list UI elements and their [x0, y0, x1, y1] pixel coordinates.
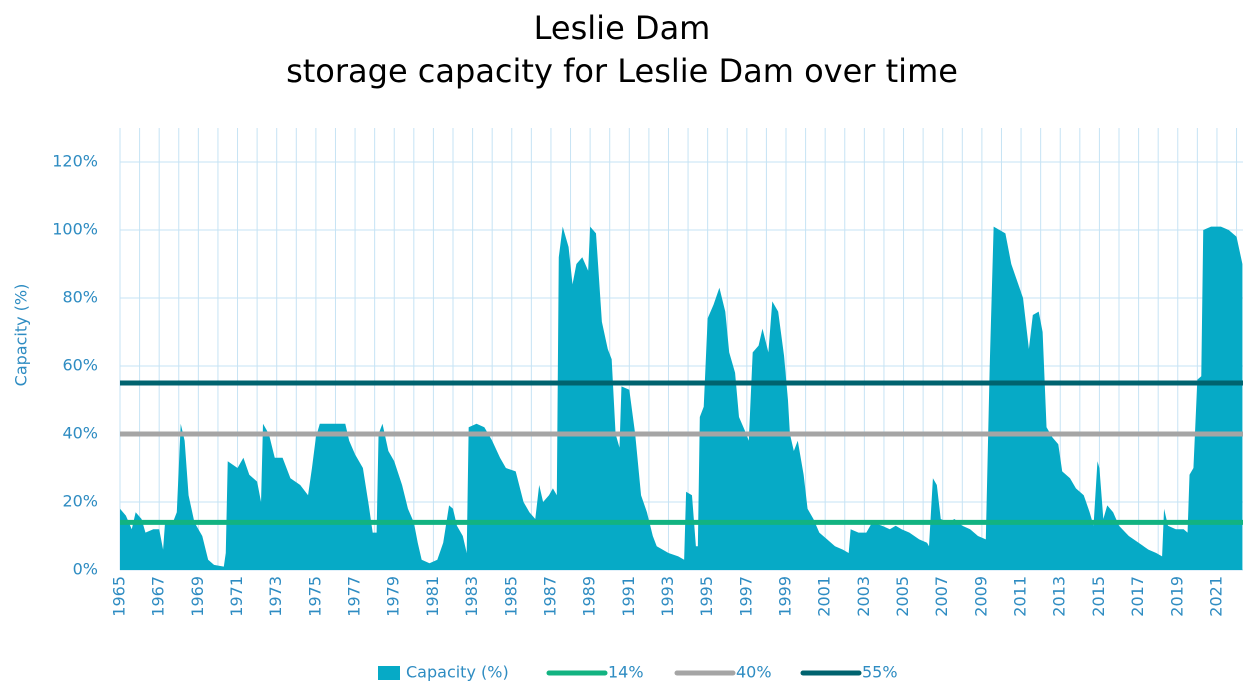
x-tick-label: 1991	[619, 576, 638, 617]
y-tick-label: 80%	[62, 288, 98, 307]
y-tick-label: 40%	[62, 424, 98, 443]
legend-swatch	[378, 666, 400, 680]
legend-label: Capacity (%)	[406, 663, 509, 682]
y-tick-label: 60%	[62, 356, 98, 375]
legend-label: 55%	[862, 663, 898, 682]
x-tick-label: 1987	[540, 576, 559, 617]
area	[120, 226, 1243, 570]
x-tick-label: 2001	[815, 576, 834, 617]
x-tick-label: 1973	[266, 576, 285, 617]
x-tick-label: 1997	[736, 576, 755, 617]
x-tick-label: 1985	[501, 576, 520, 617]
x-tick-label: 2013	[1050, 576, 1069, 617]
x-tick-label: 2017	[1128, 576, 1147, 617]
x-tick-label: 1999	[776, 576, 795, 617]
x-tick-label: 1975	[305, 576, 324, 617]
x-tick-label: 1977	[345, 576, 364, 617]
y-tick-label: 20%	[62, 492, 98, 511]
x-tick-label: 1979	[384, 576, 403, 617]
x-tick-label: 2015	[1089, 576, 1108, 617]
x-tick-label: 1983	[462, 576, 481, 617]
chart-subtitle: storage capacity for Leslie Dam over tim…	[286, 52, 958, 90]
y-tick-label: 0%	[73, 560, 98, 579]
y-tick-label: 120%	[52, 152, 98, 171]
x-tick-label: 1967	[149, 576, 168, 617]
y-tick-label: 100%	[52, 220, 98, 239]
x-tick-label: 2009	[971, 576, 990, 617]
x-tick-label: 1995	[697, 576, 716, 617]
legend-label: 14%	[608, 663, 644, 682]
x-tick-label: 1981	[423, 576, 442, 617]
x-tick-label: 1993	[658, 576, 677, 617]
x-tick-label: 2011	[1011, 576, 1030, 617]
x-tick-label: 2019	[1167, 576, 1186, 617]
x-tick-label: 1971	[227, 576, 246, 617]
legend-label: 40%	[736, 663, 772, 682]
x-tick-label: 2005	[893, 576, 912, 617]
x-tick-label: 1965	[110, 576, 129, 617]
y-axis-label: Capacity (%)	[12, 284, 31, 387]
x-tick-label: 2003	[854, 576, 873, 617]
chart-title: Leslie Dam	[534, 9, 711, 47]
x-tick-label: 2021	[1206, 576, 1225, 617]
x-tick-label: 2007	[932, 576, 951, 617]
x-tick-label: 1989	[580, 576, 599, 617]
x-tick-label: 1969	[188, 576, 207, 617]
